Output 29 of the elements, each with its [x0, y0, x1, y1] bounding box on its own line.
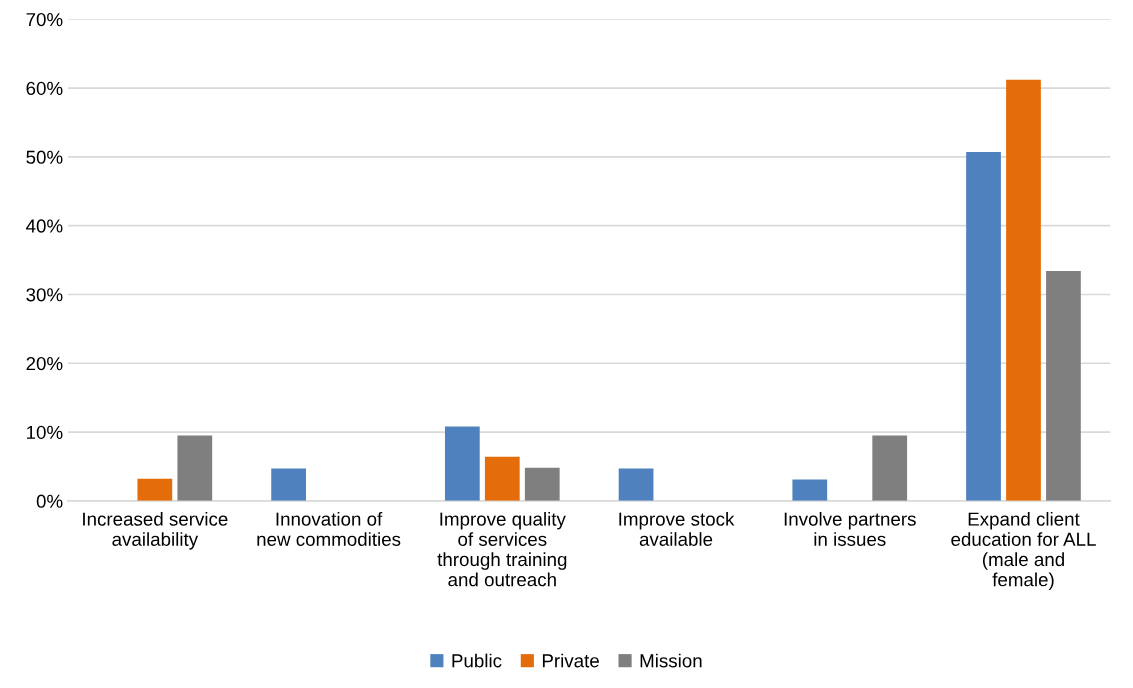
- bar: [872, 435, 908, 501]
- bar: [524, 467, 560, 501]
- y-tick-label: 60%: [26, 81, 63, 96]
- bar: [792, 479, 828, 501]
- y-tick-label: 50%: [26, 150, 63, 164]
- x-tick-label: Innovation of new commodities: [257, 511, 401, 546]
- bar: [444, 426, 480, 501]
- legend-label: Private: [542, 653, 599, 668]
- x-tick-label: Expand client education for ALL (male and female): [951, 511, 1096, 591]
- x-tick-label: Increased service availability: [83, 511, 228, 550]
- x-tick-label: Involve partners in issues: [784, 511, 916, 546]
- bar: [1046, 271, 1081, 501]
- legend-label: Public: [452, 653, 502, 668]
- bar: [271, 468, 306, 501]
- bar: [966, 152, 1001, 501]
- y-tick-label: 20%: [26, 356, 63, 371]
- y-tick-label: 10%: [27, 425, 63, 440]
- bar: [1006, 79, 1041, 501]
- y-tick-label: 0%: [36, 494, 63, 508]
- bar: [618, 468, 654, 501]
- bar: [484, 456, 520, 501]
- legend-label: Mission: [640, 653, 702, 668]
- x-tick-label: Improve stock available: [619, 511, 735, 546]
- y-tick-label: 30%: [26, 288, 63, 302]
- bar: [177, 435, 213, 501]
- y-tick-label: 40%: [26, 219, 63, 233]
- x-tick-label: Improve quality of services through training and outreach: [437, 511, 567, 587]
- y-tick-label: 70%: [26, 12, 63, 27]
- bar: [137, 478, 173, 501]
